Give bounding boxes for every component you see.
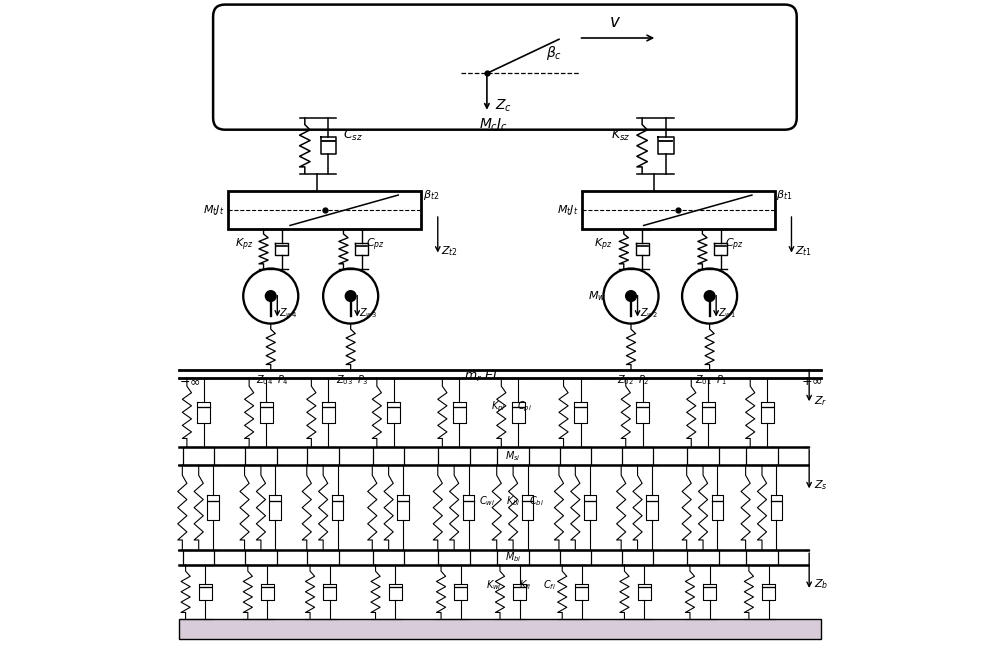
Text: $Z_{03}$: $Z_{03}$ <box>336 373 353 387</box>
Bar <box>245 447 277 465</box>
Text: $K_{pz}$: $K_{pz}$ <box>235 236 253 253</box>
Text: $M_tJ_t$: $M_tJ_t$ <box>203 203 225 217</box>
Text: $M_{si}$: $M_{si}$ <box>505 449 521 463</box>
Bar <box>183 550 214 565</box>
Bar <box>228 191 421 229</box>
Text: $C_{pz}$: $C_{pz}$ <box>725 236 744 253</box>
Circle shape <box>625 290 637 302</box>
Circle shape <box>704 290 716 302</box>
Text: $Z_{w1}$: $Z_{w1}$ <box>718 306 736 320</box>
Text: $\beta_c$: $\beta_c$ <box>546 44 562 62</box>
Text: $P_1$: $P_1$ <box>716 373 728 387</box>
Text: $C_{sz}$: $C_{sz}$ <box>343 128 363 143</box>
Text: $P_2$: $P_2$ <box>638 373 649 387</box>
Text: $P_3$: $P_3$ <box>357 373 369 387</box>
Text: $Z_s$: $Z_s$ <box>814 477 828 492</box>
Bar <box>373 447 404 465</box>
Text: $M_{bi}$: $M_{bi}$ <box>505 550 521 565</box>
Bar <box>438 550 470 565</box>
Text: $K_{fi}$: $K_{fi}$ <box>519 578 531 592</box>
Bar <box>560 550 591 565</box>
Bar <box>438 447 470 465</box>
Text: $M_tJ_t$: $M_tJ_t$ <box>557 203 579 217</box>
Text: $P_4$: $P_4$ <box>277 373 289 387</box>
Text: $M_cJ_c$: $M_cJ_c$ <box>479 116 508 133</box>
Bar <box>245 550 277 565</box>
Bar <box>622 447 653 465</box>
Bar <box>307 550 339 565</box>
Text: $+\infty$: $+\infty$ <box>801 375 823 388</box>
Circle shape <box>265 290 277 302</box>
Bar <box>582 191 775 229</box>
Text: $Z_{w3}$: $Z_{w3}$ <box>359 306 377 320</box>
Text: $Z_{02}$: $Z_{02}$ <box>617 373 633 387</box>
Text: $Z_c$: $Z_c$ <box>495 98 512 114</box>
Bar <box>373 550 404 565</box>
Bar <box>497 550 529 565</box>
Text: $K_{pi}$: $K_{pi}$ <box>491 400 506 414</box>
Text: $C_{wi}$: $C_{wi}$ <box>479 495 495 508</box>
Bar <box>183 447 214 465</box>
Text: $v$: $v$ <box>609 13 621 31</box>
Text: $Z_{01}$: $Z_{01}$ <box>695 373 712 387</box>
Text: $Z_{t2}$: $Z_{t2}$ <box>441 244 458 258</box>
Bar <box>560 447 591 465</box>
Bar <box>497 447 529 465</box>
Text: $K_{sz}$: $K_{sz}$ <box>611 128 631 143</box>
Text: $C_{pz}$: $C_{pz}$ <box>366 236 385 253</box>
Text: $-\infty$: $-\infty$ <box>179 375 201 388</box>
Text: $\beta_{t2}$: $\beta_{t2}$ <box>423 188 439 202</box>
Text: $K_{pz}$: $K_{pz}$ <box>594 236 612 253</box>
Text: $m_r\ EI$: $m_r\ EI$ <box>464 369 497 384</box>
Text: $C_{fi}$: $C_{fi}$ <box>543 578 556 592</box>
Text: $M_w$: $M_w$ <box>588 289 606 303</box>
Text: $Z_b$: $Z_b$ <box>814 577 829 591</box>
Text: $K_{wi}$: $K_{wi}$ <box>486 578 501 592</box>
Bar <box>307 447 339 465</box>
Bar <box>687 447 719 465</box>
Bar <box>179 619 821 639</box>
Text: $K_{bi}$: $K_{bi}$ <box>506 495 520 508</box>
FancyBboxPatch shape <box>213 5 797 130</box>
Bar <box>622 550 653 565</box>
Text: $Z_{04}$: $Z_{04}$ <box>256 373 274 387</box>
Text: $Z_{w2}$: $Z_{w2}$ <box>640 306 658 320</box>
Text: $Z_r$: $Z_r$ <box>814 394 828 408</box>
Text: $C_{pi}$: $C_{pi}$ <box>517 400 532 414</box>
Bar <box>687 550 719 565</box>
Text: $\beta_{t1}$: $\beta_{t1}$ <box>776 188 793 202</box>
Text: $Z_{w4}$: $Z_{w4}$ <box>279 306 298 320</box>
Bar <box>746 550 778 565</box>
Text: $Z_{t1}$: $Z_{t1}$ <box>795 244 812 258</box>
Text: $C_{bi}$: $C_{bi}$ <box>529 495 544 508</box>
Bar <box>746 447 778 465</box>
Circle shape <box>345 290 357 302</box>
